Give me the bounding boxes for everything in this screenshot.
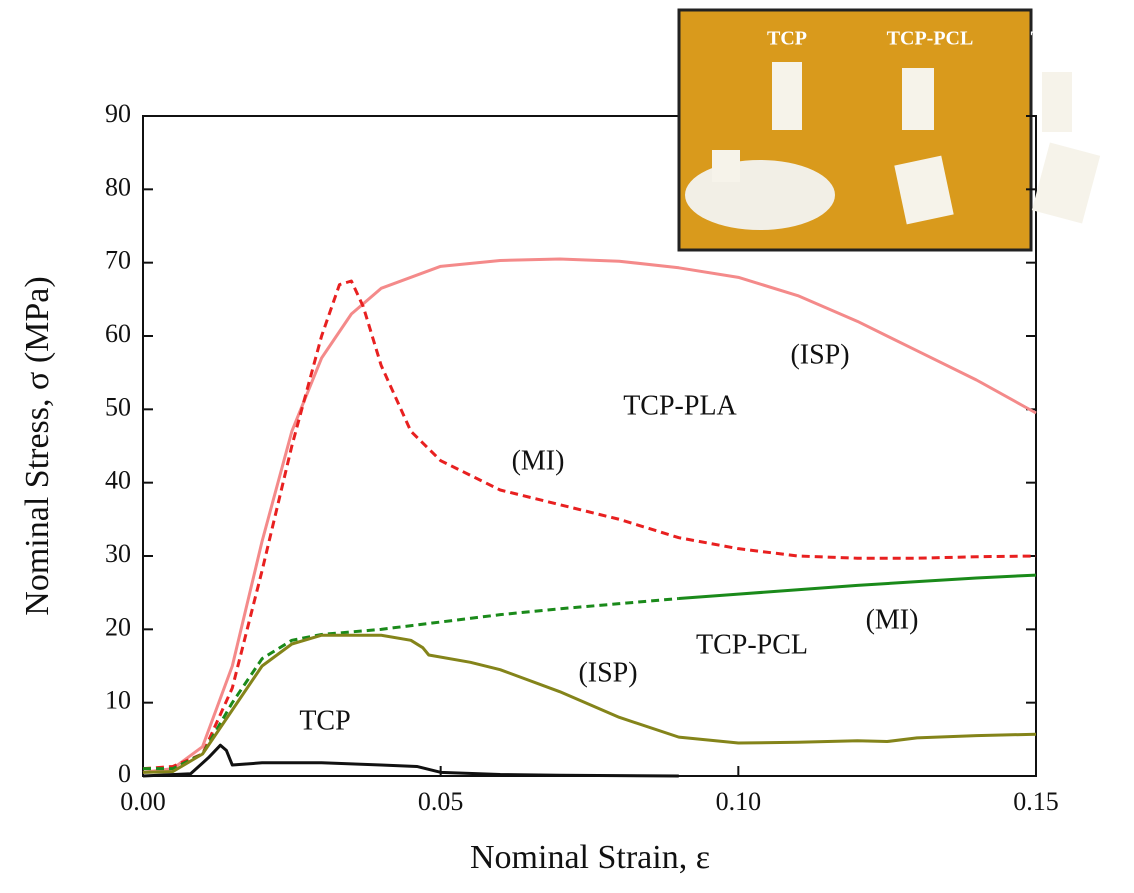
annotation: TCP xyxy=(299,705,350,736)
chart: Nominal Strain, ε Nominal Stress, σ (MPa… xyxy=(0,0,1134,893)
y-tick-label: 10 xyxy=(105,686,131,715)
x-axis-label: Nominal Strain, ε xyxy=(470,839,710,876)
annotation: (MI) xyxy=(866,604,919,635)
annotation: (MI) xyxy=(512,445,565,476)
annotation: TCP-PCL xyxy=(696,629,808,660)
inset-label: TCP-PCL xyxy=(887,28,974,50)
y-tick-label: 30 xyxy=(105,539,131,568)
annotation: (ISP) xyxy=(578,657,637,688)
x-tick-label: 0.00 xyxy=(120,787,166,816)
y-tick-label: 90 xyxy=(105,99,131,128)
y-tick-label: 40 xyxy=(105,466,131,495)
y-tick-label: 80 xyxy=(105,172,131,201)
x-tick-label: 0.10 xyxy=(716,787,762,816)
data-line xyxy=(143,259,1036,772)
x-tick-label: 0.15 xyxy=(1013,787,1059,816)
y-tick-label: 60 xyxy=(105,319,131,348)
x-tick-label: 0.05 xyxy=(418,787,464,816)
y-tick-label: 50 xyxy=(105,392,131,421)
annotation: (ISP) xyxy=(790,339,849,370)
data-line xyxy=(679,575,1036,598)
data-line xyxy=(143,281,1036,769)
y-axis-label: Nominal Stress, σ (MPa) xyxy=(19,276,56,615)
y-tick-label: 0 xyxy=(118,759,131,788)
y-tick-label: 20 xyxy=(105,612,131,641)
inset-label: TCP-PLA xyxy=(1031,28,1118,50)
data-line xyxy=(143,745,679,776)
inset-label: TCP xyxy=(767,28,807,50)
data-line xyxy=(143,635,1036,772)
annotation: TCP-PLA xyxy=(623,390,737,421)
y-tick-label: 70 xyxy=(105,246,131,275)
